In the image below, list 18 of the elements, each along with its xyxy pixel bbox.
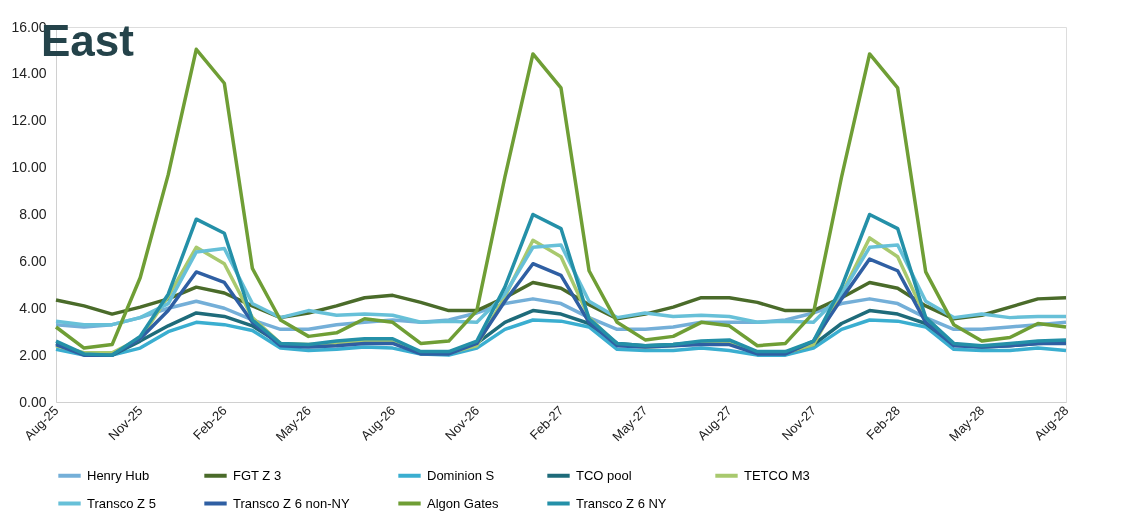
y-tick-label: 0.00 (19, 393, 47, 410)
legend-label: Dominion S (427, 467, 495, 483)
legend-label: TCO pool (576, 467, 632, 483)
legend-label: TETCO M3 (744, 467, 810, 483)
legend-label: Algon Gates (427, 495, 500, 511)
legend-label: Transco Z 6 NY (576, 495, 667, 511)
legend-label: FGT Z 3 (233, 467, 282, 483)
y-tick-label: 10.00 (11, 159, 47, 176)
y-tick-label: 8.00 (19, 206, 47, 222)
legend-label: Henry Hub (87, 467, 150, 483)
y-tick-label: 12.00 (11, 112, 47, 129)
line-series (54, 212, 1068, 357)
y-tick-label: 2.00 (19, 346, 47, 363)
y-tick-label: 6.00 (19, 252, 47, 269)
legend-label: Transco Z 6 non-NY (233, 495, 350, 511)
y-tick-label: 4.00 (19, 299, 47, 316)
y-tick-label: 14.00 (11, 65, 47, 82)
legend-label: Transco Z 5 (87, 495, 156, 511)
